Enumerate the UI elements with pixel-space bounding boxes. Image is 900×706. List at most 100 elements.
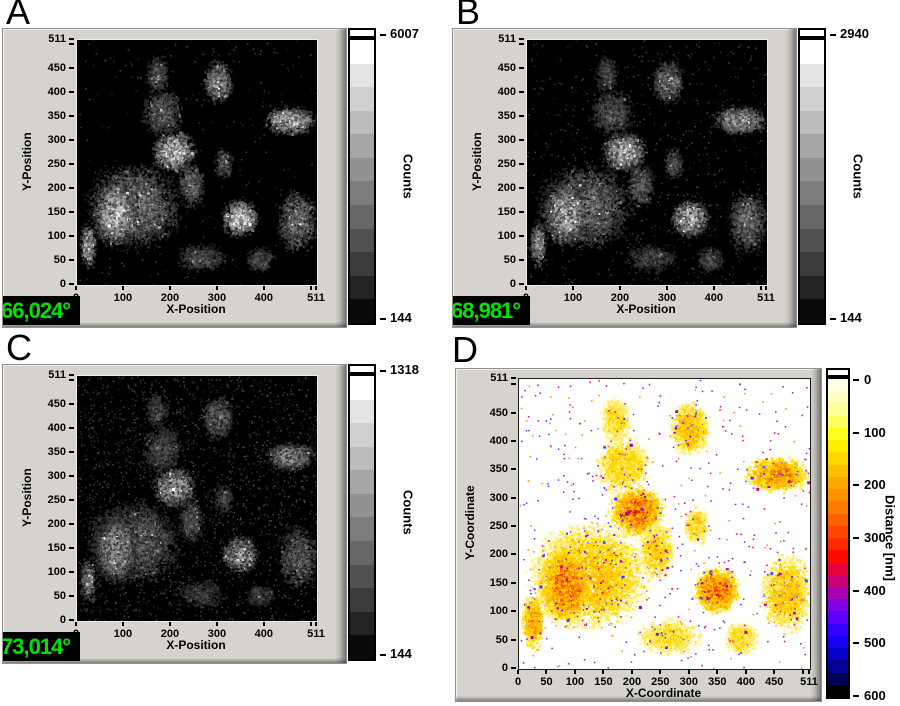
y-tick xyxy=(69,139,74,142)
colorbar-step xyxy=(350,541,374,565)
y-tick xyxy=(69,427,74,430)
colorbar-tick xyxy=(853,695,859,697)
colorbar-tick-label: 200 xyxy=(864,477,886,493)
colorbar-min: 144 xyxy=(830,311,862,325)
x-tick xyxy=(262,286,265,290)
colorbar-step xyxy=(828,684,848,698)
x-tick xyxy=(315,286,317,290)
colorbar-step xyxy=(828,623,848,636)
colorbar-step xyxy=(828,550,848,563)
y-tick xyxy=(69,91,74,94)
colorbar-step xyxy=(800,63,824,88)
colorbar-gradient xyxy=(798,38,826,325)
panel-bevel xyxy=(335,29,346,327)
x-tick xyxy=(573,670,576,674)
x-tick xyxy=(262,622,265,626)
y-tick xyxy=(519,235,524,238)
x-tick xyxy=(759,286,762,290)
y-tick xyxy=(519,38,524,40)
colorbar-step xyxy=(350,635,374,659)
x-tick xyxy=(525,286,527,290)
colorbar-step xyxy=(828,538,848,551)
y-tick xyxy=(511,377,516,379)
intensity-image-a xyxy=(76,39,318,286)
y-tick xyxy=(511,638,516,641)
colorbar-step xyxy=(828,427,848,441)
colorbar-step xyxy=(828,574,848,587)
colorbar-gradient xyxy=(348,374,376,661)
colorbar-step xyxy=(828,660,848,673)
y-axis-label: Y-Position xyxy=(20,468,34,527)
colorbar-step xyxy=(828,513,848,526)
colorbar-step xyxy=(350,564,374,589)
colorbar-overrange-box xyxy=(348,28,376,38)
y-tick xyxy=(69,374,74,376)
tick-dash xyxy=(830,33,836,36)
colorbar-overrange-box xyxy=(826,368,850,377)
y-tick xyxy=(511,411,516,414)
colorbar-step xyxy=(828,672,848,685)
graph-panel-b: 0501001502002503003504004505110100200300… xyxy=(452,28,797,328)
colorbar-step xyxy=(828,599,848,612)
colorbar-step xyxy=(828,415,848,428)
angle-readout-b: 68,981° xyxy=(453,296,530,325)
y-tick xyxy=(69,547,74,550)
tick-dash xyxy=(380,33,386,36)
y-tick xyxy=(519,139,524,142)
y-tick xyxy=(69,451,74,454)
colorbar-step xyxy=(350,63,374,88)
colorbar-min: 144 xyxy=(380,647,412,661)
y-axis-label: Y-Position xyxy=(20,132,34,191)
colorbar-step xyxy=(800,252,824,276)
x-tick xyxy=(215,622,218,626)
colorbar-step xyxy=(350,181,374,206)
colorbar-step xyxy=(828,525,848,539)
x-tick xyxy=(121,622,124,626)
x-axis-label: X-Position xyxy=(166,302,226,316)
y-axis-label: Y-Position xyxy=(470,132,484,191)
colorbar-step xyxy=(350,205,374,229)
x-tick xyxy=(716,670,719,674)
colorbar-step xyxy=(800,205,824,229)
y-tick xyxy=(511,581,516,584)
y-tick xyxy=(511,439,516,442)
colorbar-step xyxy=(828,476,848,490)
x-tick xyxy=(168,286,171,290)
colorbar-step xyxy=(828,391,848,404)
colorbar-step xyxy=(350,588,374,612)
y-tick xyxy=(69,187,74,190)
colorbar-tick-label: 300 xyxy=(864,530,886,545)
colorbar-step xyxy=(800,110,824,135)
panel-bevel xyxy=(810,369,821,701)
colorbar-step xyxy=(828,440,848,453)
colorbar-gradient xyxy=(826,377,850,699)
colorbar-title: Counts xyxy=(850,154,866,199)
intensity-image-c xyxy=(76,375,318,622)
y-tick xyxy=(519,283,524,285)
x-tick xyxy=(517,670,519,674)
colorbar-step xyxy=(350,446,374,471)
angle-value: 66,024° xyxy=(3,297,71,323)
colorbar-step xyxy=(350,299,374,323)
colorbar-step xyxy=(350,275,374,300)
x-tick xyxy=(712,286,715,290)
colorbar-step xyxy=(828,501,848,514)
y-tick xyxy=(69,259,74,262)
x-tick xyxy=(545,670,548,674)
colorbar-step xyxy=(828,452,848,465)
colorbar-tick-label: 600 xyxy=(864,688,886,703)
colorbar-tick-label: 400 xyxy=(864,582,886,598)
panel-b: B 05010015020025030035040045051101002003… xyxy=(450,0,900,353)
y-tick xyxy=(69,163,74,166)
colorbar-step xyxy=(350,87,374,111)
x-tick xyxy=(168,622,171,626)
panel-label-d: D xyxy=(452,329,478,370)
colorbar-step xyxy=(350,157,374,182)
x-tick xyxy=(801,670,804,674)
colorbar-min: 144 xyxy=(380,311,412,325)
y-tick xyxy=(69,403,74,406)
angle-readout-a: 66,024° xyxy=(3,296,80,325)
x-tick xyxy=(309,622,312,626)
colorbar-step xyxy=(350,110,374,135)
